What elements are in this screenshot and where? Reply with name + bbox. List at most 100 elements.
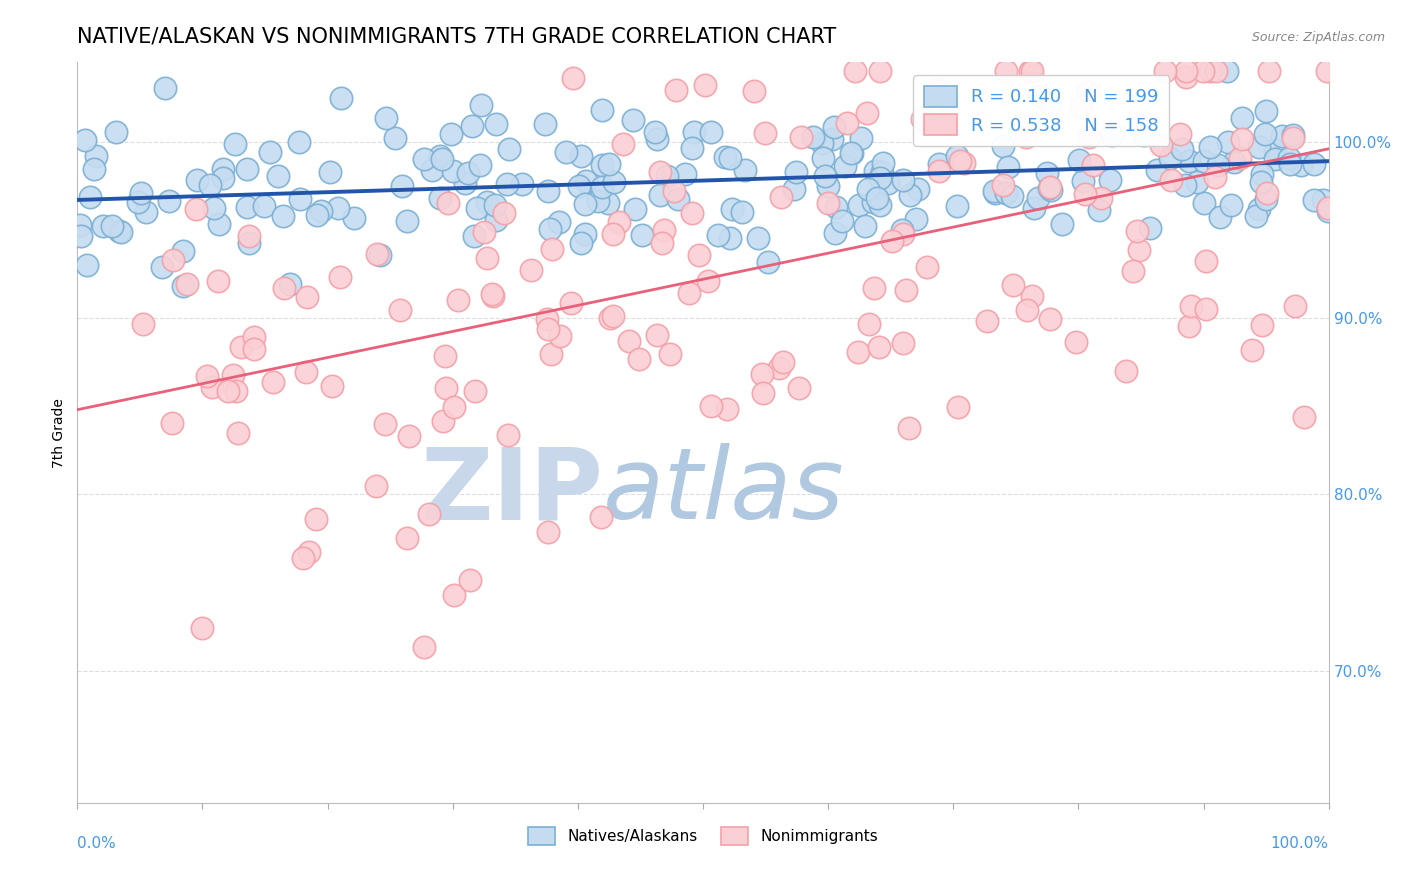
Point (110, 225, 132, 239)
Point (211, 171, 233, 186)
Point (817, 179, 839, 194)
Point (291, 551, 314, 566)
Point (751, 386, 773, 401)
Point (496, 428, 519, 442)
Point (1115, 364, 1137, 378)
Point (413, 640, 436, 654)
Point (271, 210, 294, 224)
Point (863, 164, 886, 178)
Point (1256, 186, 1278, 201)
Point (612, 136, 634, 151)
Point (681, 141, 703, 155)
Point (1178, 318, 1201, 333)
Point (1282, 130, 1305, 145)
Point (222, 368, 245, 383)
Point (536, 322, 558, 336)
Point (574, 227, 596, 241)
Point (718, 151, 741, 165)
Point (374, 417, 396, 431)
Point (787, 381, 810, 395)
Point (591, 158, 613, 172)
Point (1071, 174, 1094, 188)
Point (273, 281, 295, 295)
Text: 100.0%: 100.0% (1271, 836, 1329, 851)
Point (983, 186, 1005, 200)
Point (494, 206, 516, 220)
Point (898, 188, 921, 202)
Point (1264, 152, 1286, 166)
Point (645, 132, 668, 146)
Point (599, 311, 621, 326)
Point (309, 204, 332, 219)
Point (1098, 173, 1121, 187)
Point (617, 334, 640, 348)
Point (858, 317, 880, 331)
Point (537, 525, 560, 540)
Point (858, 182, 880, 196)
Point (366, 479, 388, 493)
Point (945, 199, 967, 213)
Point (821, 132, 844, 146)
Point (688, 248, 710, 262)
Point (1039, 179, 1062, 194)
Point (481, 286, 503, 301)
Point (132, 317, 155, 331)
Point (1160, 173, 1182, 187)
Point (598, 157, 620, 171)
Point (235, 162, 257, 177)
Point (1180, 299, 1202, 313)
Point (395, 532, 418, 546)
Point (1302, 157, 1324, 171)
Point (869, 170, 891, 185)
Point (862, 195, 884, 210)
Point (150, 260, 173, 274)
Point (1230, 111, 1253, 125)
Point (855, 219, 877, 233)
Point (484, 197, 506, 211)
Point (645, 328, 668, 343)
Point (731, 205, 754, 219)
Point (307, 209, 329, 223)
Point (69, 219, 91, 233)
Point (782, 182, 804, 196)
Point (994, 64, 1017, 78)
Point (454, 176, 477, 190)
Point (1028, 89, 1050, 103)
Point (948, 401, 970, 415)
Point (1001, 278, 1024, 293)
Point (823, 120, 845, 135)
Point (1218, 135, 1240, 149)
Point (1278, 151, 1301, 165)
Point (288, 192, 311, 206)
Point (211, 161, 233, 176)
Point (1087, 202, 1109, 217)
Point (464, 384, 486, 398)
Point (329, 270, 352, 285)
Point (1223, 155, 1246, 169)
Point (891, 223, 914, 237)
Point (602, 309, 624, 323)
Point (1139, 221, 1161, 235)
Point (267, 169, 290, 183)
Point (734, 163, 756, 178)
Point (665, 82, 688, 96)
Point (869, 198, 891, 212)
Point (1229, 151, 1251, 165)
Point (1015, 130, 1038, 145)
Text: 0.0%: 0.0% (77, 836, 117, 851)
Point (496, 177, 519, 191)
Point (772, 354, 794, 368)
Point (659, 347, 682, 361)
Point (839, 146, 862, 161)
Point (591, 180, 613, 194)
Point (1284, 299, 1306, 313)
Point (458, 573, 481, 587)
Point (655, 169, 678, 184)
Point (534, 117, 557, 131)
Point (866, 191, 889, 205)
Point (1292, 409, 1315, 424)
Point (631, 228, 654, 243)
Legend: Natives/Alaskans, Nonimmigrants: Natives/Alaskans, Nonimmigrants (522, 821, 884, 851)
Point (457, 166, 479, 180)
Point (430, 152, 453, 166)
